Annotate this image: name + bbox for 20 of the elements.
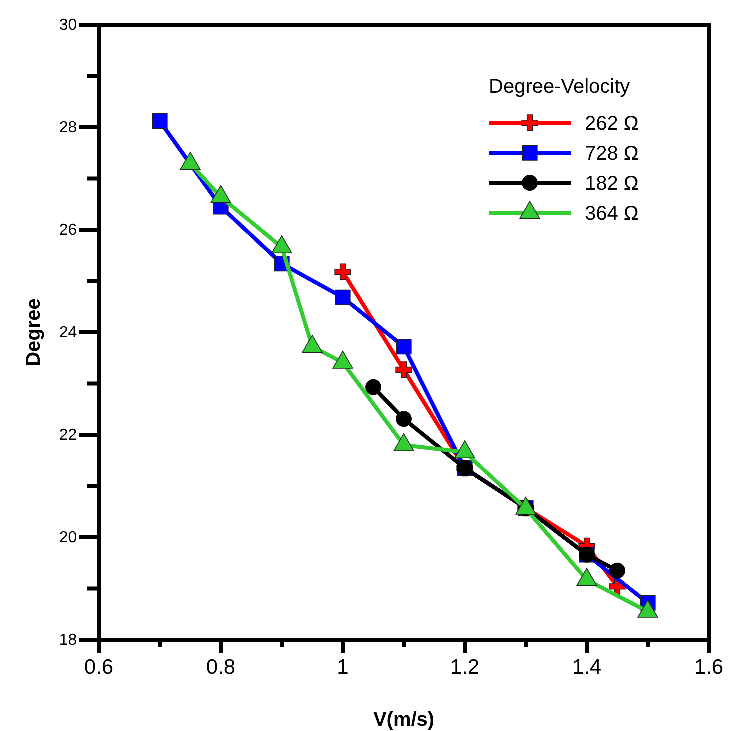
y-axis-title: Degree bbox=[23, 298, 45, 366]
x-tick-label: 1.6 bbox=[694, 656, 724, 680]
y-tick-label: 18 bbox=[59, 632, 78, 650]
x-tick-label: 1 bbox=[337, 656, 349, 680]
legend-label: 728 Ω bbox=[585, 143, 639, 165]
legend-label: 262 Ω bbox=[585, 113, 639, 135]
y-tick-label: 28 bbox=[59, 120, 78, 137]
y-tick-label: 20 bbox=[59, 530, 78, 547]
legend-label: 182 Ω bbox=[585, 173, 639, 195]
x-tick-label: 1.4 bbox=[572, 656, 602, 680]
y-tick-label: 30 bbox=[59, 17, 78, 34]
y-tick-label: 22 bbox=[59, 427, 78, 444]
x-tick-label: 1.2 bbox=[450, 656, 480, 680]
y-tick-label: 24 bbox=[59, 324, 78, 342]
x-tick-label: 0.6 bbox=[84, 656, 114, 680]
x-axis-title: V(m/s) bbox=[373, 709, 435, 731]
y-tick-label: 26 bbox=[59, 222, 78, 240]
legend-label: 364 Ω bbox=[585, 203, 639, 225]
x-tick-label: 0.8 bbox=[206, 656, 236, 680]
legend-title: Degree-Velocity bbox=[489, 76, 630, 98]
